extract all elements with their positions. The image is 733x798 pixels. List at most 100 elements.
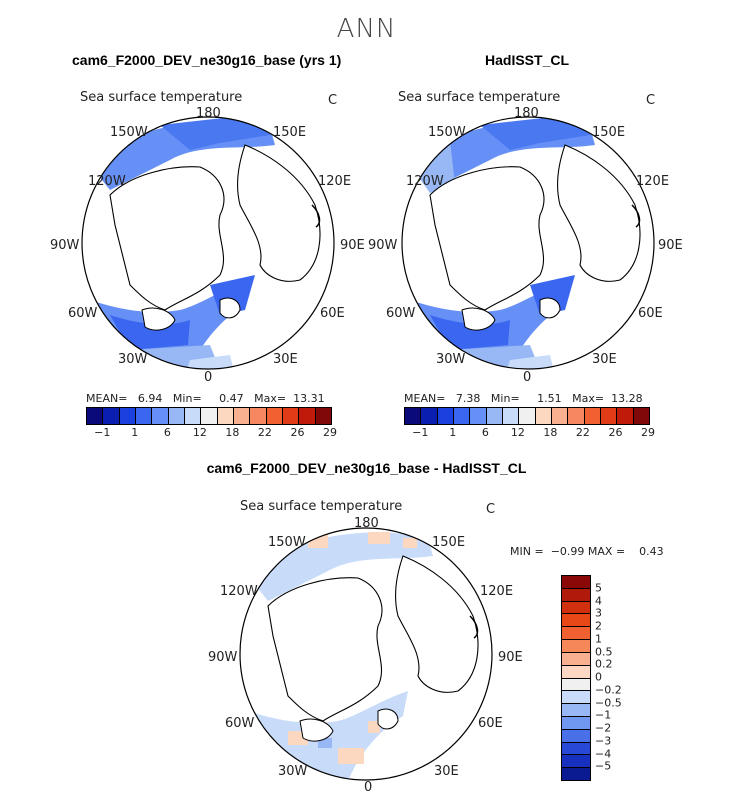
colorbar-swatch	[562, 768, 590, 780]
panel3-lon-90e: 90E	[498, 650, 523, 665]
colorbar-tick-label: 29	[641, 426, 655, 439]
colorbar-swatch	[119, 408, 136, 424]
panel1-colorbar-ticks: −1 1 6 12 18 22 26 29	[86, 426, 337, 440]
colorbar-swatch	[152, 408, 169, 424]
colorbar-swatch	[562, 576, 590, 589]
panel2-lon-90e: 90E	[658, 238, 683, 253]
colorbar-tick-label: −1	[595, 708, 612, 722]
colorbar-tick-label: 6	[163, 426, 171, 439]
colorbar-tick-label: 2	[595, 619, 602, 633]
colorbar-swatch	[562, 640, 590, 653]
panel2-lon-30w: 30W	[436, 352, 466, 367]
colorbar-swatch	[502, 408, 520, 424]
colorbar-tick-label: 22	[575, 426, 590, 439]
panel2-lon-150w: 150W	[428, 125, 466, 140]
north-america-outline	[429, 166, 545, 311]
colorbar-tick-label: 0.2	[595, 657, 613, 671]
panel3-colorbar-ticks: 5 4 3 2 1 0.5 0.2 0 −0.2 −0.5 −1 −2 −3 −4 −5	[595, 575, 655, 779]
colorbar-swatch	[562, 716, 590, 730]
colorbar-swatch	[315, 408, 331, 424]
panel3-lon-0: 0	[364, 780, 373, 795]
panel2-lon-120e: 120E	[636, 174, 670, 189]
colorbar-tick-label: 29	[323, 426, 337, 439]
panel1-lon-90e: 90E	[340, 238, 365, 253]
colorbar-tick-label: 0	[595, 670, 602, 684]
panel1-lon-60w: 60W	[68, 306, 98, 321]
colorbar-swatch	[217, 408, 234, 424]
colorbar-tick-label: −4	[595, 747, 612, 760]
colorbar-tick-label: −3	[595, 734, 612, 748]
colorbar-swatch	[437, 408, 454, 424]
colorbar-swatch	[87, 408, 104, 424]
colorbar-swatch	[562, 665, 590, 679]
panel2-lon-180: 180	[514, 106, 539, 121]
north-america-outline	[109, 166, 225, 311]
colorbar-swatch	[562, 729, 590, 743]
colorbar-swatch	[453, 408, 471, 424]
panel3-lon-30w: 30W	[278, 764, 308, 779]
colorbar-swatch	[562, 691, 590, 705]
colorbar-swatch	[551, 408, 569, 424]
colorbar-tick-label: 22	[257, 426, 272, 439]
panel1-stats: MEAN= 6.94 Min= 0.47 Max= 13.31	[86, 392, 325, 405]
panel1-lon-150w: 150W	[110, 125, 148, 140]
colorbar-swatch	[535, 408, 552, 424]
colorbar-swatch	[562, 652, 590, 666]
colorbar-tick-label: 1	[595, 632, 602, 646]
colorbar-tick-label: 18	[543, 426, 558, 439]
panel3-lon-60w: 60W	[225, 716, 255, 731]
colorbar-tick-label: −1	[412, 426, 429, 439]
colorbar-swatch	[470, 408, 487, 424]
eurasia-outline	[236, 144, 321, 282]
panel1-field-label: Sea surface temperature	[80, 90, 243, 105]
colorbar-tick-label: 3	[595, 606, 602, 620]
north-america-outline	[267, 577, 383, 722]
panel2-lon-60w: 60W	[386, 306, 416, 321]
panel2-field-label: Sea surface temperature	[398, 90, 561, 105]
panel2-lon-120w: 120W	[406, 174, 444, 189]
panel3-lon-150e: 150E	[432, 535, 466, 550]
panel2-lon-90w: 90W	[368, 238, 398, 253]
colorbar-tick-label: −5	[595, 759, 612, 773]
colorbar-swatch	[562, 742, 590, 756]
colorbar-swatch	[562, 755, 590, 769]
panel2-lon-0: 0	[523, 370, 532, 385]
panel3-lon-60e: 60E	[478, 716, 503, 731]
colorbar-swatch	[562, 614, 590, 628]
panel2-units: C	[646, 93, 656, 108]
panel3-lon-30e: 30E	[434, 764, 459, 779]
panel3-lon-120w: 120W	[220, 584, 258, 599]
colorbar-swatch	[233, 408, 251, 424]
colorbar-tick-label: −2	[595, 721, 612, 735]
panel2-lon-150e: 150E	[592, 125, 626, 140]
colorbar-swatch	[250, 408, 267, 424]
panel3-field-label: Sea surface temperature	[240, 499, 403, 514]
panel1-colorbar	[86, 407, 332, 425]
colorbar-swatch	[405, 408, 422, 424]
panel3-lon-120e: 120E	[480, 584, 514, 599]
colorbar-swatch	[568, 408, 585, 424]
panel1-lon-60e: 60E	[320, 306, 345, 321]
panel2-polar-map	[401, 116, 655, 370]
panel1-lon-30e: 30E	[273, 352, 298, 367]
colorbar-tick-label: 1	[131, 426, 139, 439]
colorbar-swatch	[633, 408, 649, 424]
colorbar-swatch	[201, 408, 218, 424]
colorbar-swatch	[421, 408, 438, 424]
colorbar-swatch	[562, 627, 590, 641]
panel1-units: C	[328, 93, 338, 108]
colorbar-swatch	[266, 408, 283, 424]
colorbar-swatch	[600, 408, 618, 424]
colorbar-swatch	[168, 408, 185, 424]
colorbar-swatch	[486, 408, 503, 424]
panel3-colorbar	[561, 575, 591, 781]
colorbar-tick-label: 26	[608, 426, 623, 439]
panel3-lon-150w: 150W	[268, 535, 306, 550]
panel1-lon-150e: 150E	[273, 125, 307, 140]
panel1-polar-map	[81, 116, 335, 370]
colorbar-swatch	[135, 408, 153, 424]
colorbar-tick-label: 26	[290, 426, 305, 439]
colorbar-tick-label: −0.5	[595, 696, 622, 709]
colorbar-swatch	[103, 408, 120, 424]
colorbar-tick-label: 18	[225, 426, 240, 439]
